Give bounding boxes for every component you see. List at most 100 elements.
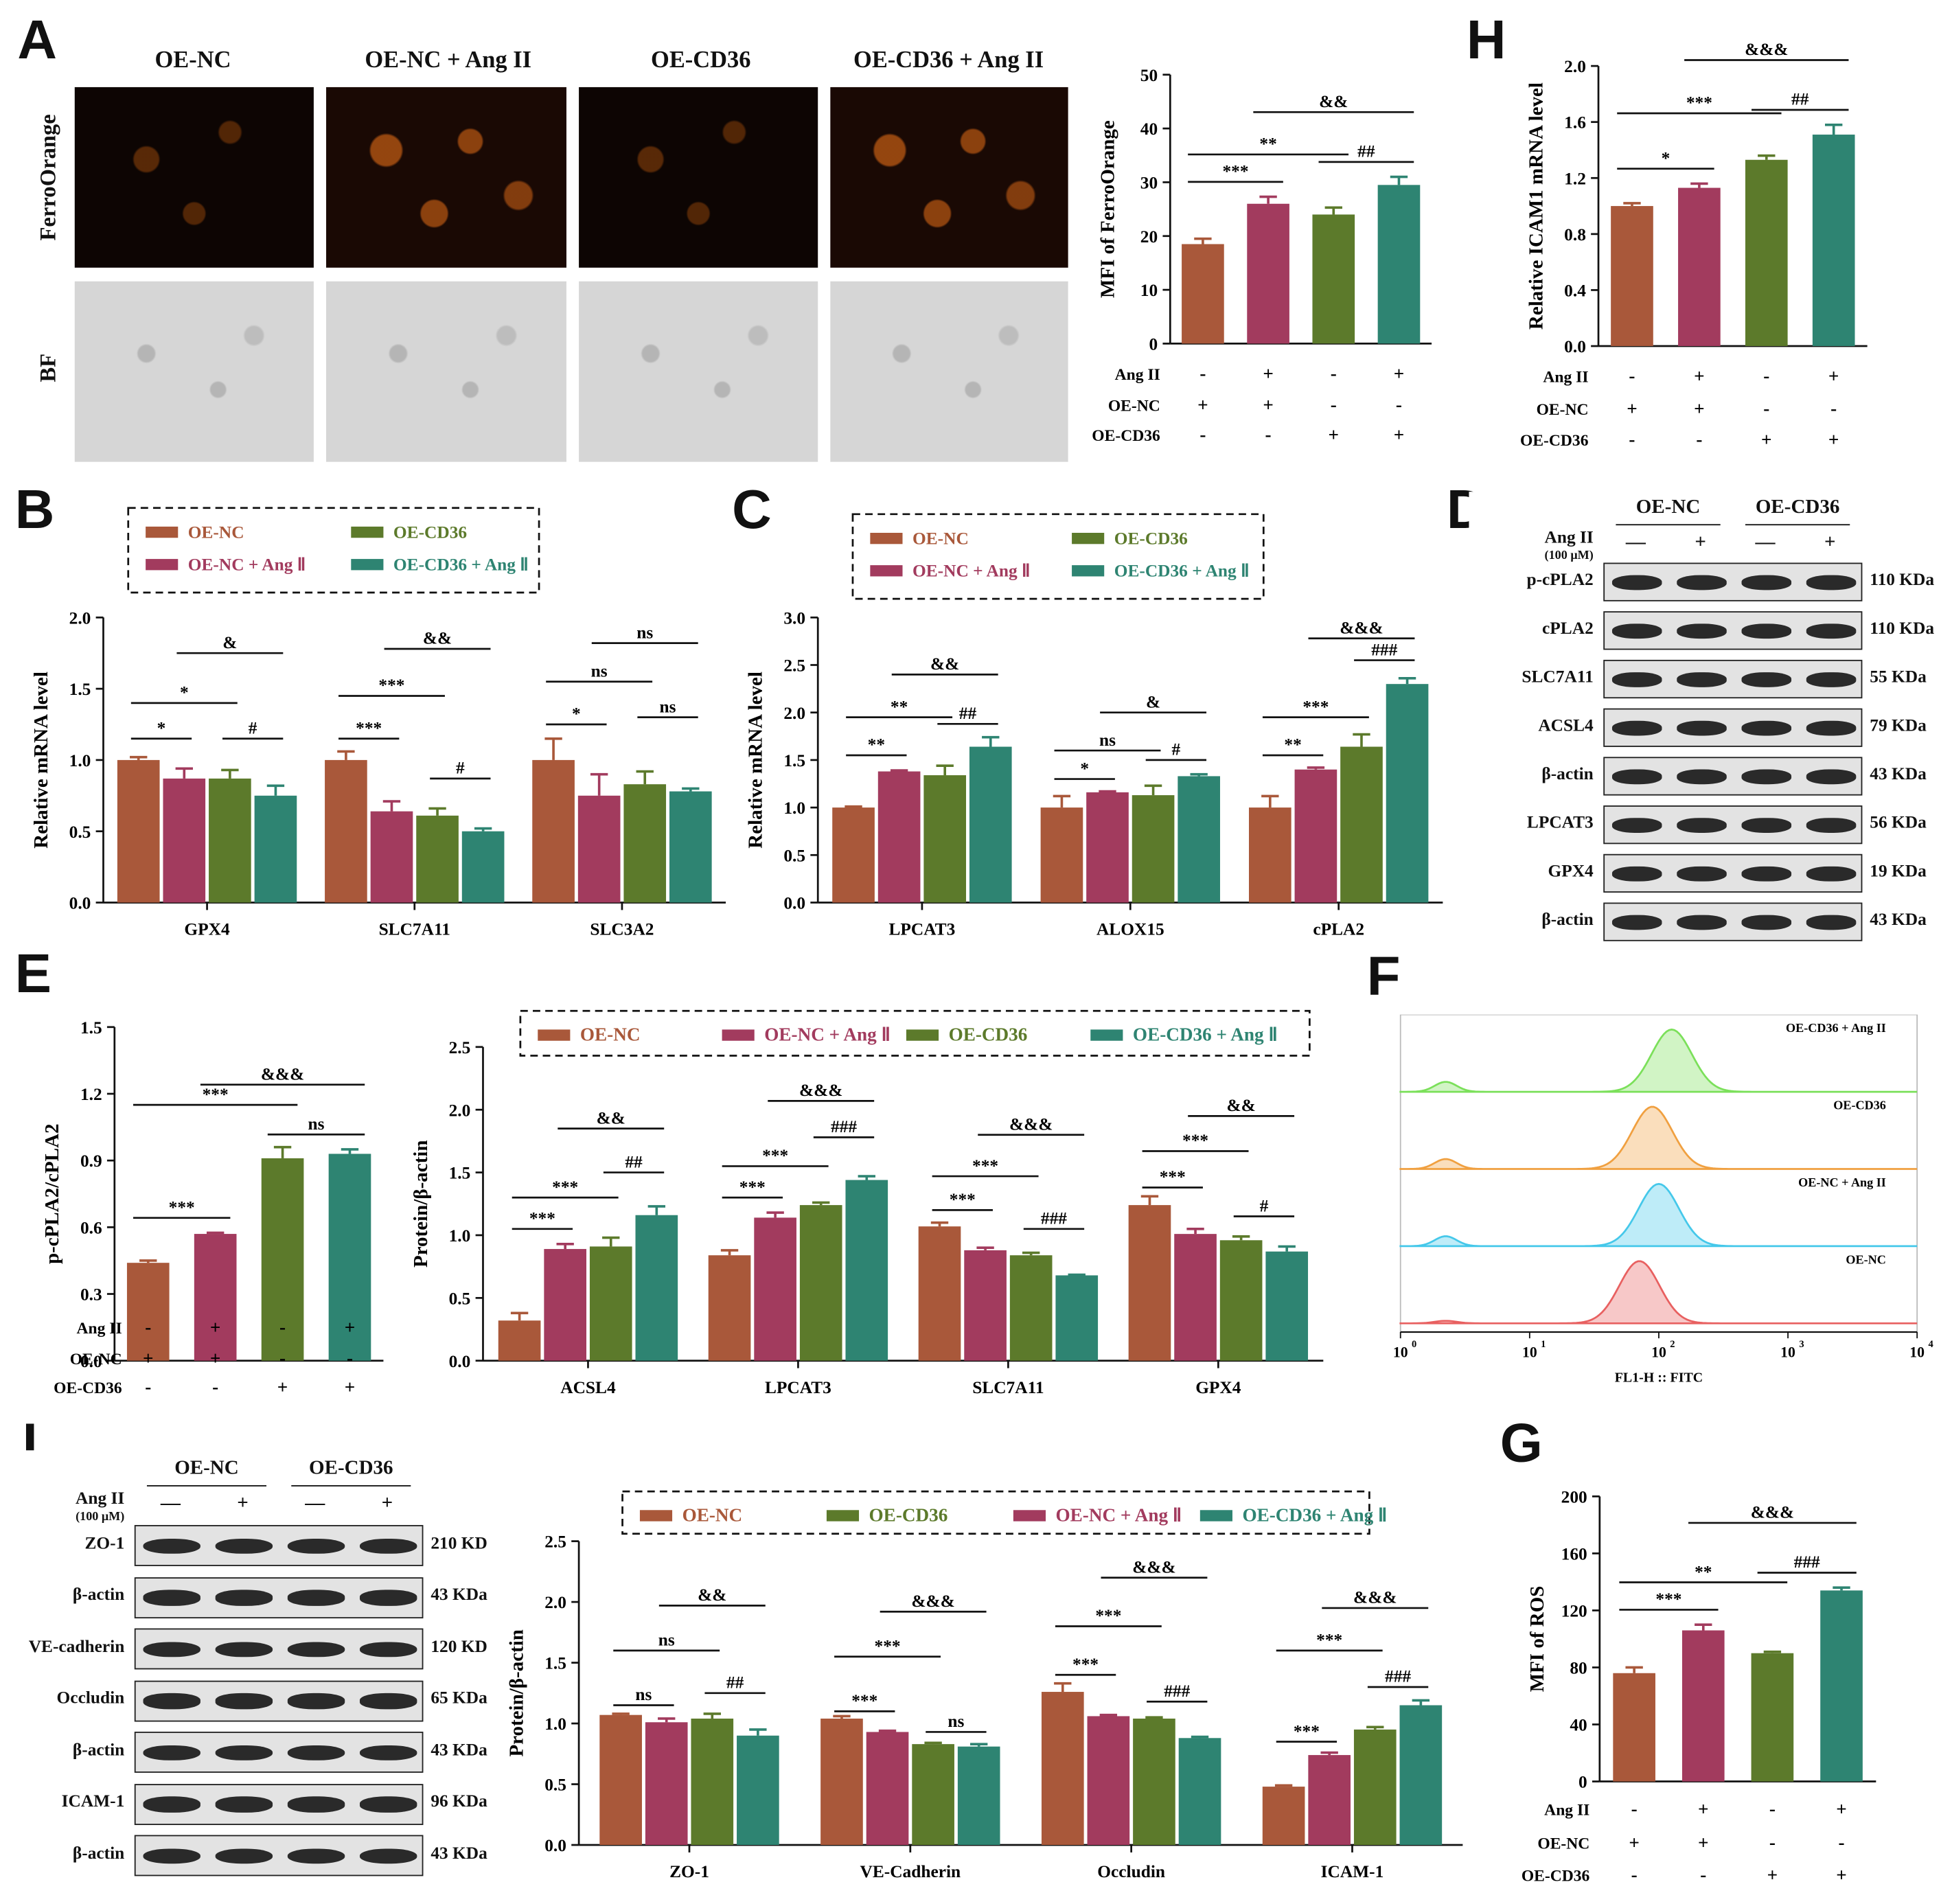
bar xyxy=(325,759,367,903)
blot-mw-label: 210 KD xyxy=(430,1534,487,1553)
ferroorange-image-oe-cd36-ang xyxy=(830,87,1068,268)
y-tick-label: 0.5 xyxy=(69,823,91,842)
significance-label: ### xyxy=(1371,640,1397,659)
bar xyxy=(209,778,251,903)
blot-band xyxy=(359,1848,417,1864)
blot-band xyxy=(215,1590,273,1606)
legend-swatch xyxy=(870,565,903,577)
legend-swatch xyxy=(826,1510,860,1522)
significance-label: *** xyxy=(950,1190,976,1209)
blot-band xyxy=(1611,721,1662,736)
bar xyxy=(589,1246,632,1361)
design-sign: + xyxy=(1394,424,1404,445)
y-tick-label: 1.0 xyxy=(449,1226,471,1246)
blot-label: ZO-1 xyxy=(84,1534,125,1553)
legend-label: OE-CD36 xyxy=(949,1024,1028,1045)
y-tick-label: 80 xyxy=(1570,1659,1587,1678)
blot-band xyxy=(1806,867,1857,882)
significance-label: ** xyxy=(1284,735,1301,755)
design-sign: - xyxy=(212,1377,218,1397)
y-tick-label: 1.0 xyxy=(544,1714,566,1734)
blot-band xyxy=(287,1745,345,1761)
bar xyxy=(498,1320,541,1361)
x-tick-label: ALOX15 xyxy=(1096,920,1164,939)
y-tick-label: 2.5 xyxy=(449,1038,471,1057)
design-sign: - xyxy=(1331,363,1337,384)
micro-col-header: OE-NC + Ang II xyxy=(365,47,532,73)
flow-track-label: OE-CD36 + Ang II xyxy=(1786,1021,1886,1035)
legend-label: OE-NC xyxy=(580,1024,641,1045)
ferroorange-image-oe-nc-ang xyxy=(326,87,566,268)
significance-label: ### xyxy=(1041,1209,1067,1228)
flow-x-tick-label: 10 xyxy=(1393,1344,1408,1360)
y-tick-label: 0 xyxy=(1578,1773,1587,1792)
design-row-label: OE-NC xyxy=(1537,1835,1589,1853)
bar xyxy=(461,831,505,903)
ferroorange-image-oe-nc xyxy=(74,87,314,268)
bar xyxy=(1399,1705,1443,1846)
bar xyxy=(1041,1692,1084,1846)
chart-h: 0.0 0.4 0.8 1.2 1.6 2.0 Relative ICAM1 mRNA le… xyxy=(1520,40,1868,450)
blot-band xyxy=(1806,915,1857,930)
significance-label: && xyxy=(698,1585,726,1605)
significance-label: ns xyxy=(308,1114,325,1134)
bf-image-oe-cd36 xyxy=(579,281,818,462)
blot-mw-label: 110 KDa xyxy=(1870,619,1935,639)
bar xyxy=(1009,1255,1053,1361)
group-label: OE-NC xyxy=(174,1458,239,1479)
y-tick-label: 0.5 xyxy=(783,846,805,865)
design-sign: - xyxy=(1696,429,1702,450)
y-tick-label: 2.0 xyxy=(783,704,805,723)
bar xyxy=(1133,1718,1175,1846)
design-sign: + xyxy=(1828,429,1839,450)
legend-swatch xyxy=(1013,1510,1046,1522)
treatment-sign: — xyxy=(160,1492,181,1514)
bar xyxy=(1681,1630,1725,1782)
y-tick-label: 2.0 xyxy=(69,608,91,628)
significance-label: *** xyxy=(552,1178,578,1197)
design-sign: - xyxy=(279,1317,286,1338)
legend-label: OE-NC + Ang Ⅱ xyxy=(764,1024,891,1045)
treatment-sign: — xyxy=(1755,531,1776,553)
y-axis-label: Relative ICAM1 mRNA level xyxy=(1525,82,1547,330)
significance-label: *** xyxy=(529,1209,555,1228)
significance-label: *** xyxy=(169,1197,195,1217)
y-tick-label: 120 xyxy=(1561,1601,1587,1620)
significance-label: * xyxy=(1662,148,1670,168)
design-row-label: OE-CD36 xyxy=(1092,427,1160,445)
significance-label: && xyxy=(930,654,959,674)
blot-band xyxy=(1677,915,1727,930)
blot-band xyxy=(1741,623,1792,639)
blot-mw-label: 43 KDa xyxy=(1870,765,1927,784)
bar xyxy=(261,1158,304,1361)
design-sign: - xyxy=(347,1348,353,1368)
blot-band xyxy=(1741,915,1792,930)
y-tick-label: 1.2 xyxy=(1564,169,1586,188)
bar xyxy=(754,1217,796,1361)
blot-label: Occludin xyxy=(56,1689,125,1708)
blot-label: VE-cadherin xyxy=(28,1638,125,1657)
blot-band xyxy=(1611,915,1662,930)
legend-label: OE-CD36 + Ang Ⅱ xyxy=(1133,1024,1278,1045)
blot-strip xyxy=(1603,562,1863,601)
design-sign: + xyxy=(345,1377,355,1397)
panel-label-c: C xyxy=(732,479,772,540)
significance-label: *** xyxy=(851,1691,877,1710)
significance-label: & xyxy=(1146,692,1160,711)
legend-swatch xyxy=(1090,1029,1123,1041)
blot-band xyxy=(1611,770,1662,785)
design-sign: - xyxy=(1199,363,1206,384)
y-tick-label: 0.0 xyxy=(69,894,91,913)
legend-swatch xyxy=(1072,533,1105,544)
design-sign: + xyxy=(1767,1865,1778,1885)
design-sign: - xyxy=(1830,398,1837,419)
significance-label: *** xyxy=(1072,1655,1099,1674)
legend-swatch xyxy=(1072,565,1105,577)
panel-label-g: G xyxy=(1500,1412,1543,1474)
bar xyxy=(1386,684,1429,903)
western-blot-i: OE-NC OE-CD36 Ang II (100 μM) — + — + ZO-1 210 KD… xyxy=(12,1450,492,1886)
y-tick-label: 0.0 xyxy=(449,1352,471,1371)
legend-label: OE-NC + Ang Ⅱ xyxy=(912,561,1030,580)
